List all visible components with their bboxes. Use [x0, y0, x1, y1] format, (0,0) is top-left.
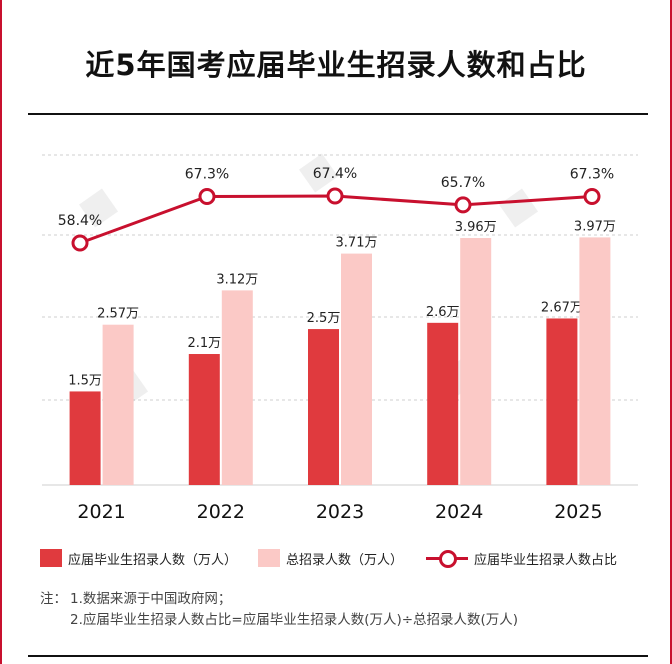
- bar-label-total-2021: 2.57万: [97, 307, 139, 322]
- chart-legend: 应届毕业生招录人数（万人） 总招录人数（万人） 应届毕业生招录人数占比: [40, 545, 660, 571]
- top-divider: [28, 113, 648, 115]
- x-tick-label-2024: 2024: [435, 501, 483, 523]
- bar-graduates-2023: [308, 329, 339, 485]
- watermark-logo: [299, 153, 339, 193]
- bar-label-graduates-2024: 2.6万: [426, 305, 460, 320]
- x-tick-label-2023: 2023: [316, 501, 364, 523]
- bottom-divider: [28, 655, 648, 657]
- legend-item-graduates: 应届毕业生招录人数（万人）: [40, 545, 237, 571]
- legend-label-graduates: 应届毕业生招录人数（万人）: [68, 552, 238, 568]
- legend-item-ratio: 应届毕业生招录人数占比: [426, 545, 617, 571]
- bar-label-total-2024: 3.96万: [455, 220, 497, 235]
- ratio-point-2022: [198, 188, 216, 206]
- note-line-1: 1.数据来源于中国政府网；: [70, 591, 232, 607]
- legend-item-total: 总招录人数（万人）: [258, 545, 403, 571]
- bar-total-2021: [102, 324, 134, 485]
- bar-label-total-2025: 3.97万: [574, 219, 616, 234]
- x-tick-label-2022: 2022: [197, 501, 245, 523]
- bar-label-total-2022: 3.12万: [216, 272, 258, 287]
- bar-graduates-2024: [427, 322, 459, 485]
- bar-label-graduates-2025: 2.67万: [541, 300, 583, 315]
- ratio-point-2024: [454, 196, 472, 214]
- ratio-label-2024: 65.7%: [441, 175, 485, 191]
- x-tick-label-2025: 2025: [554, 501, 602, 523]
- note-row-2: 2.应届毕业生招录人数占比=应届毕业生招录人数(万人)÷总招录人数(万人): [40, 610, 518, 631]
- legend-swatch-total: [258, 549, 280, 567]
- bar-line-chart: 1.5万 2.57万 2021 2.1万 3.12万 2022 2.5万 3.71万 2023 2…: [42, 153, 638, 523]
- bar-label-total-2023: 3.71万: [336, 236, 378, 251]
- x-tick-label-2021: 2021: [77, 501, 125, 523]
- legend-label-total: 总招录人数（万人）: [286, 552, 404, 568]
- legend-label-ratio: 应届毕业生招录人数占比: [474, 552, 618, 568]
- bar-graduates-2021: [69, 391, 101, 485]
- legend-swatch-ratio: [426, 549, 468, 568]
- watermark-logo: [79, 188, 119, 228]
- chart-title: 近5年国考应届毕业生招录人数和占比: [85, 48, 587, 82]
- ratio-point-2021: [71, 234, 89, 252]
- bar-total-2025: [579, 237, 611, 485]
- bar-total-2023: [341, 253, 372, 485]
- bar-total-2024: [460, 238, 492, 485]
- watermark-logo: [499, 188, 539, 228]
- note-line-2: 2.应届毕业生招录人数占比=应届毕业生招录人数(万人)÷总招录人数(万人): [70, 612, 519, 628]
- bar-label-graduates-2023: 2.5万: [307, 311, 341, 326]
- ratio-label-2023: 67.4%: [313, 166, 357, 182]
- note-label: 注：: [40, 591, 67, 607]
- note-row-1: 注： 1.数据来源于中国政府网；: [40, 589, 518, 610]
- bar-label-graduates-2021: 1.5万: [68, 373, 102, 388]
- ratio-point-2025: [583, 188, 601, 206]
- ratio-label-2021: 58.4%: [58, 213, 102, 229]
- bar-total-2022: [221, 290, 253, 485]
- ratio-label-2025: 67.3%: [570, 167, 614, 183]
- chart-notes: 注： 1.数据来源于中国政府网； 2.应届毕业生招录人数占比=应届毕业生招录人数(…: [40, 589, 518, 631]
- bar-label-graduates-2022: 2.1万: [187, 336, 221, 351]
- ratio-label-2022: 67.3%: [185, 167, 229, 183]
- bar-graduates-2022: [188, 354, 220, 485]
- bar-graduates-2025: [546, 318, 578, 485]
- ratio-point-2023: [326, 187, 344, 205]
- legend-swatch-graduates: [40, 549, 62, 567]
